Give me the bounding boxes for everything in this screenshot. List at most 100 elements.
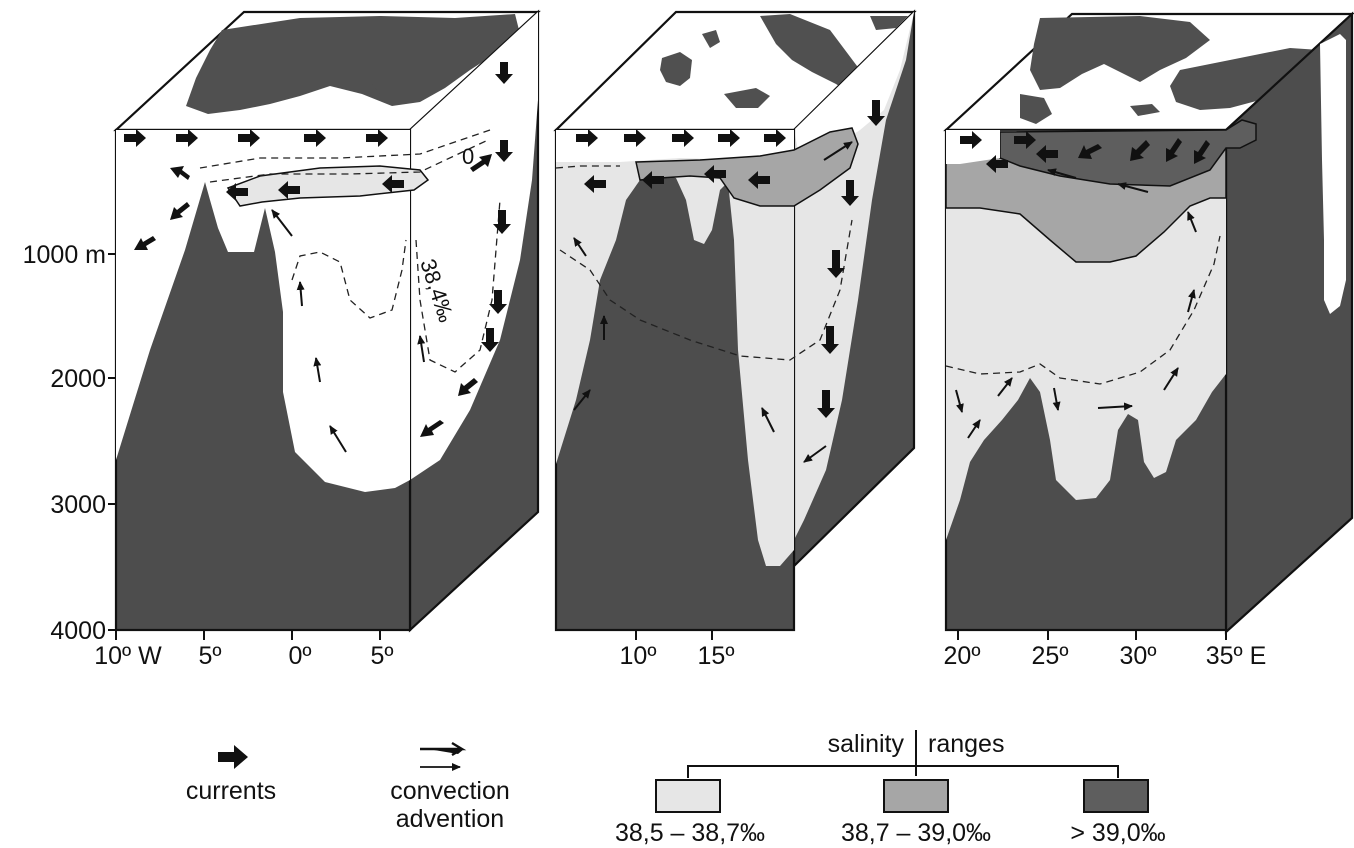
west-side-ocean (410, 12, 538, 480)
current-arrow (495, 62, 513, 84)
west-land-islet (372, 80, 392, 94)
convection-arrow (1047, 168, 1077, 179)
legend-currents: currents (186, 745, 276, 805)
east-high-salinity (999, 119, 1257, 187)
current-arrow (704, 165, 726, 183)
legend-advention-label: advention (396, 805, 504, 833)
current-arrow-icon (218, 745, 248, 769)
current-arrow (827, 250, 845, 278)
central-front-ocean (556, 130, 794, 566)
convection-arrow (573, 237, 587, 257)
west-isohaline-side (415, 199, 501, 373)
legend-swatch-low (655, 779, 721, 813)
east-side-white (1320, 34, 1346, 314)
current-arrow (624, 129, 646, 147)
legend-swatch-mid (883, 779, 949, 813)
current-arrow (495, 140, 513, 162)
legend-salinity-title-right: ranges (928, 730, 1004, 758)
current-arrow (642, 171, 664, 189)
current-arrow (1078, 144, 1102, 159)
lon-tick-20e: 20º (944, 642, 981, 670)
legend-bracket (687, 765, 1119, 778)
convection-arrow (313, 357, 322, 383)
east-surface-currents (960, 131, 1210, 173)
central-surface-currents (576, 100, 885, 418)
current-arrow (576, 129, 598, 147)
convection-arrow (1117, 182, 1149, 193)
lon-tick-25e: 25º (1032, 642, 1069, 670)
convection-arrow (955, 389, 964, 413)
current-arrow (170, 166, 190, 180)
longitude-axis-west: 10º W 5º 0º 5º (94, 630, 394, 670)
lon-tick-10w: 10º W (94, 642, 162, 670)
lon-tick-10e: 10º (620, 642, 657, 670)
current-arrow (1014, 131, 1036, 149)
current-arrow (420, 420, 444, 437)
current-arrow (134, 236, 156, 250)
west-land-iberia (186, 14, 520, 114)
depth-tick-3000: 3000 (50, 491, 106, 519)
current-arrow (489, 290, 507, 314)
current-arrow (226, 183, 248, 201)
current-arrow (764, 129, 786, 147)
convection-arrow (271, 209, 293, 237)
current-arrow (841, 180, 859, 206)
current-arrow (470, 154, 492, 172)
lon-tick-30e: 30º (1120, 642, 1157, 670)
legend-convection: convection advention (390, 741, 510, 833)
current-arrow (986, 155, 1008, 173)
current-arrow (493, 210, 511, 234)
current-arrow (960, 131, 982, 149)
convection-arrow (823, 141, 853, 161)
current-arrow (1166, 138, 1182, 162)
east-convection-arrows (955, 168, 1197, 439)
legend-currents-label: currents (186, 777, 276, 805)
west-convection-arrows (271, 209, 426, 453)
legend-convection-label: convection (390, 777, 510, 805)
legend-range-mid: 38,7 – 39,0‰ (841, 819, 991, 847)
central-land-corsica (702, 30, 720, 48)
current-arrow (584, 175, 606, 193)
convection-arrow (329, 425, 347, 453)
current-arrow (481, 328, 499, 352)
lon-tick-5e: 5º (370, 642, 393, 670)
central-land-north (870, 16, 908, 30)
convection-arrow (997, 377, 1013, 397)
east-land-turkey (1170, 48, 1320, 110)
lon-tick-35e: 35º E (1206, 642, 1267, 670)
legend-salinity-title-left: salinity (828, 730, 905, 758)
current-arrow (278, 181, 300, 199)
legend-range-high: > 39,0‰ (1070, 819, 1165, 847)
west-block: 38,4‰ 0 (113, 9, 541, 633)
current-arrow (1194, 140, 1210, 164)
zero-label: 0 (462, 144, 474, 169)
central-isohaline-1 (559, 219, 853, 361)
west-salinity-lens (226, 165, 430, 207)
central-land-sicily (724, 88, 770, 108)
current-arrow (867, 100, 885, 126)
central-side-surface (794, 12, 914, 160)
central-mid-salinity (635, 127, 859, 207)
central-land-sardinia (660, 52, 692, 86)
current-arrow (748, 171, 770, 189)
current-arrow (238, 129, 260, 147)
depth-tick-1000: 1000 m (23, 241, 106, 269)
convection-arrow (1187, 289, 1196, 313)
lon-tick-0: 0º (288, 642, 311, 670)
east-block (943, 11, 1354, 635)
current-arrow (1036, 145, 1058, 163)
west-front-ocean (116, 130, 410, 492)
current-arrow (366, 129, 388, 147)
current-arrow (718, 129, 740, 147)
legend-salinity: salinity ranges 38,5 – 38,7‰ 38,7 – 39,0… (615, 730, 1166, 847)
longitude-axis-east: 20º 25º 30º 35º E (944, 630, 1267, 670)
convection-arrow (967, 419, 981, 439)
east-land-greece (1020, 94, 1052, 124)
central-block (553, 9, 917, 632)
east-land-crete (1130, 104, 1160, 116)
convection-arrow (761, 407, 775, 433)
east-isohaline (945, 235, 1221, 385)
legend-range-low: 38,5 – 38,7‰ (615, 819, 765, 847)
convection-arrow (417, 335, 426, 363)
depth-tick-2000: 2000 (50, 365, 106, 393)
